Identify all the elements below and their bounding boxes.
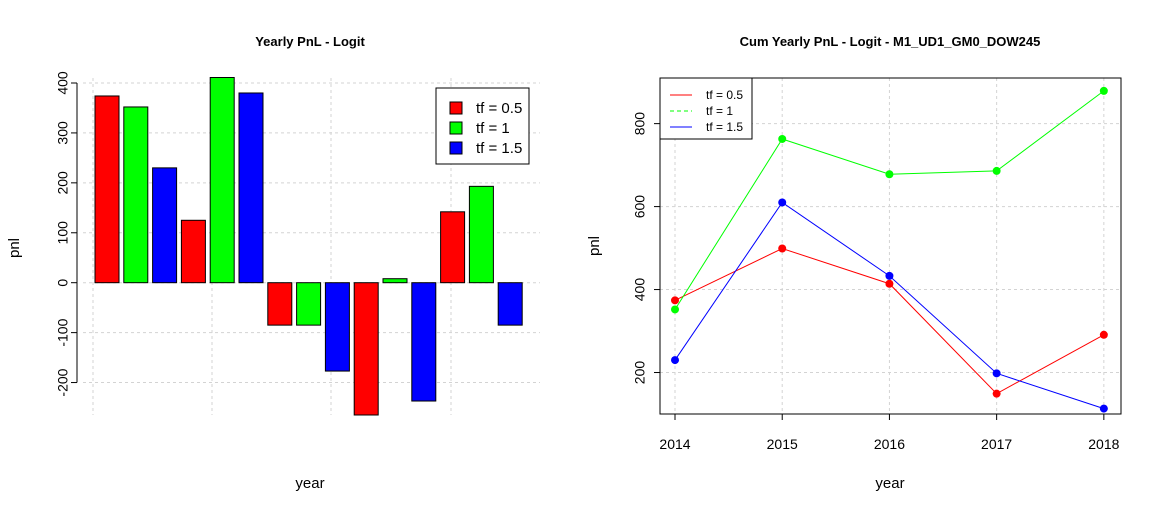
series-point bbox=[778, 244, 787, 253]
series-point bbox=[885, 170, 894, 179]
series-point bbox=[992, 166, 1001, 175]
line-chart-title: Cum Yearly PnL - Logit - M1_UD1_GM0_DOW2… bbox=[740, 34, 1041, 49]
bar-y-tick-label: 200 bbox=[55, 171, 71, 195]
line-y-tick-label: 200 bbox=[632, 361, 648, 385]
bar-legend-label: tf = 1 bbox=[476, 120, 510, 137]
bar-chart-ylabel: pnl bbox=[6, 238, 23, 258]
series-point bbox=[671, 356, 680, 365]
line-x-tick-label: 2018 bbox=[1088, 436, 1119, 452]
bar-y-tick-label: -200 bbox=[55, 368, 71, 396]
series-point bbox=[885, 271, 894, 280]
bar-chart-legend: tf = 0.5 tf = 1 tf = 1.5 bbox=[435, 87, 530, 165]
line-legend-box bbox=[659, 77, 753, 140]
line-chart-xlabel: year bbox=[875, 475, 904, 492]
line-x-tick-label: 2014 bbox=[659, 436, 690, 452]
bar-legend-swatch bbox=[449, 101, 463, 115]
bar bbox=[382, 278, 408, 284]
bar bbox=[411, 282, 437, 402]
line-chart-legend: tf = 0.5 tf = 1 tf = 1.5 bbox=[659, 77, 753, 140]
bar bbox=[152, 167, 178, 284]
bar bbox=[468, 185, 494, 284]
bar bbox=[267, 282, 293, 326]
line-legend-label: tf = 1.5 bbox=[706, 120, 743, 134]
bar-chart: Yearly PnL - Logit year pnl -200 -100 0 100… bbox=[6, 34, 540, 492]
bar bbox=[296, 282, 322, 326]
series-point bbox=[671, 305, 680, 314]
line-chart-grid bbox=[660, 78, 1121, 414]
series-point bbox=[778, 134, 787, 143]
line-chart: Cum Yearly PnL - Logit - M1_UD1_GM0_DOW2… bbox=[586, 34, 1122, 492]
line-x-tick-label: 2015 bbox=[767, 436, 798, 452]
series-point bbox=[1099, 404, 1108, 413]
bar-y-tick-label: 400 bbox=[55, 71, 71, 95]
line-x-tick-label: 2017 bbox=[981, 436, 1012, 452]
line-x-tick-label: 2016 bbox=[874, 436, 905, 452]
bar bbox=[123, 106, 149, 284]
bar-y-tick-label: 100 bbox=[55, 221, 71, 245]
series-point bbox=[992, 369, 1001, 378]
line-y-tick-label: 800 bbox=[632, 112, 648, 136]
bar bbox=[440, 211, 466, 284]
bar-legend-swatch bbox=[449, 121, 463, 135]
series-point bbox=[1099, 330, 1108, 339]
bar-y-tick-label: 0 bbox=[55, 279, 71, 287]
bar bbox=[353, 282, 379, 416]
series-point bbox=[671, 296, 680, 305]
bar-chart-xlabel: year bbox=[295, 475, 324, 492]
line-chart-plot-box bbox=[659, 77, 1122, 415]
bar-chart-bars bbox=[94, 77, 523, 416]
series-point bbox=[992, 389, 1001, 398]
bar bbox=[238, 92, 264, 284]
bar-legend-label: tf = 1.5 bbox=[476, 140, 522, 157]
series-line bbox=[674, 201, 1105, 410]
line-chart-axes: 200 400 600 800 2014 2015 2016 2017 2018 bbox=[632, 112, 1120, 452]
bar bbox=[497, 282, 523, 326]
bar bbox=[209, 77, 235, 284]
series-point bbox=[778, 198, 787, 207]
bar-y-tick-label: 300 bbox=[55, 121, 71, 145]
bar bbox=[180, 219, 206, 284]
line-chart-ylabel: pnl bbox=[586, 236, 603, 256]
line-legend-label: tf = 1 bbox=[706, 104, 733, 118]
bar-legend-swatch bbox=[449, 141, 463, 155]
bar bbox=[324, 282, 350, 372]
line-y-tick-label: 600 bbox=[632, 195, 648, 219]
line-legend-label: tf = 0.5 bbox=[706, 88, 743, 102]
bar-chart-title: Yearly PnL - Logit bbox=[255, 34, 365, 49]
bar-legend-label: tf = 0.5 bbox=[476, 100, 522, 117]
line-y-tick-label: 400 bbox=[632, 278, 648, 302]
series-point bbox=[1099, 86, 1108, 95]
bar bbox=[94, 95, 120, 284]
bar-y-tick-label: -100 bbox=[55, 318, 71, 346]
line-chart-series bbox=[671, 86, 1108, 413]
series-point bbox=[885, 279, 894, 288]
bar-chart-y-axis: -200 -100 0 100 200 300 400 bbox=[55, 71, 78, 397]
